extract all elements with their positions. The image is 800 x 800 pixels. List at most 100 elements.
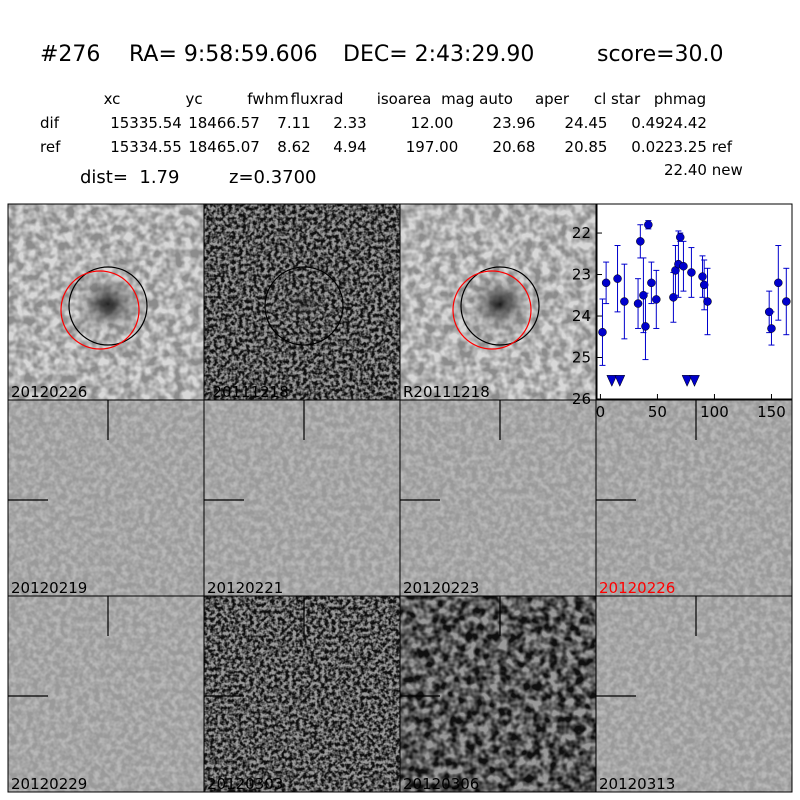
stamp-bg <box>204 400 400 596</box>
table-cell: dif <box>40 114 59 132</box>
point <box>598 327 607 337</box>
stamp: 20120313 <box>595 595 793 793</box>
stamp-noise <box>400 400 596 596</box>
stamp-noise <box>596 400 792 596</box>
point <box>641 322 650 331</box>
point <box>698 272 707 281</box>
point <box>601 278 611 288</box>
point <box>764 307 774 317</box>
source <box>286 290 322 318</box>
column-header: xc <box>103 90 121 108</box>
stamp-bg <box>400 596 596 792</box>
y-tick-label: 23 <box>572 266 591 284</box>
stamp-label: 20120306 <box>403 775 479 793</box>
column-header: cl star <box>593 90 641 108</box>
stamp: 20120221 <box>203 399 401 597</box>
source <box>74 274 142 334</box>
limit-marker <box>606 375 618 387</box>
stamp-bg <box>596 400 792 596</box>
aperture <box>264 266 344 346</box>
stamp-noise <box>204 204 400 400</box>
limit-marker <box>614 375 626 387</box>
point <box>699 280 709 290</box>
y-tick-label: 26 <box>572 390 591 408</box>
point <box>652 295 661 304</box>
table-cell: 15335.54 <box>110 114 182 132</box>
new-mag: 22.40 new <box>664 161 743 179</box>
y-tick-label: 25 <box>572 349 591 367</box>
column-header: isoarea <box>376 90 432 108</box>
table-cell: 8.62 <box>277 138 311 156</box>
stamp: 20120223 <box>399 399 597 597</box>
stamp-border <box>399 399 597 597</box>
table-cell: 15334.55 <box>110 138 182 156</box>
aperture <box>68 266 148 346</box>
point <box>679 261 688 271</box>
column-header: phmag <box>653 90 707 108</box>
stamp: 20120226 <box>7 203 205 401</box>
title-ra: RA= 9:58:59.606 <box>129 42 318 67</box>
stamp: R20111218 <box>399 203 597 401</box>
x-tick-label: 0 <box>596 403 606 421</box>
stamp-border <box>7 595 205 793</box>
x-tick-label: 50 <box>648 403 667 421</box>
stamp-noise <box>8 400 204 596</box>
point <box>636 237 645 246</box>
column-header: fwhm <box>247 90 289 108</box>
stamp-label: 20120226 <box>599 579 675 597</box>
stamp: 20120229 <box>7 595 205 793</box>
table-cell: 2.33 <box>333 114 367 132</box>
point <box>620 297 629 306</box>
table-cell: 20.85 <box>564 138 608 156</box>
stamp-border <box>203 399 401 597</box>
stamp-noise <box>204 400 400 596</box>
stamp-border <box>399 203 597 401</box>
table-cell: 20.68 <box>492 138 536 156</box>
table-cell: 24.42 <box>664 114 707 132</box>
point <box>639 291 648 300</box>
stamp-border <box>7 399 205 597</box>
table-cell: 18466.57 <box>188 114 260 132</box>
stamp: 20120303 <box>203 595 401 793</box>
limit-marker <box>681 375 693 387</box>
stamp-label: 20120221 <box>207 579 283 597</box>
stamp: -20111218 <box>203 203 401 401</box>
stamp-bg <box>400 400 596 596</box>
limit-marker <box>689 375 700 387</box>
source <box>466 274 534 334</box>
stamp-label: R20111218 <box>403 383 490 401</box>
stamp-border <box>595 399 793 597</box>
title-id: #276 <box>40 42 101 67</box>
table-cell: 18465.07 <box>188 138 260 156</box>
point <box>647 278 656 288</box>
title-score: score=30.0 <box>597 42 724 67</box>
stamp-bg <box>8 204 204 400</box>
stamp-bg <box>596 596 792 792</box>
table-cell: 12.00 <box>410 114 454 132</box>
table-cell: ref <box>40 138 61 156</box>
stamp: 20120219 <box>7 399 205 597</box>
stamp-bg <box>204 204 400 400</box>
stamp-noise <box>400 204 596 400</box>
stamp-label: 20120313 <box>599 775 675 793</box>
stamp-noise <box>204 596 400 792</box>
ref-aperture <box>60 270 140 350</box>
table-cell: 23.96 <box>492 114 536 132</box>
stamp-border <box>203 595 401 793</box>
stamp-border <box>203 203 401 401</box>
dist: dist= 1.79 <box>80 167 180 188</box>
point <box>644 220 653 229</box>
stamp-label: 20120303 <box>207 775 283 793</box>
stamp: 20120226 <box>595 399 793 597</box>
stamp-border <box>399 595 597 793</box>
point <box>674 259 683 269</box>
point <box>782 297 791 306</box>
column-header: yc <box>185 90 203 108</box>
stamp-noise <box>596 596 792 792</box>
point <box>675 232 685 242</box>
x-tick-label: 150 <box>757 403 786 421</box>
point <box>669 293 678 302</box>
point <box>687 268 696 277</box>
stamp-noise <box>8 204 204 400</box>
stamp-bg <box>400 204 596 400</box>
